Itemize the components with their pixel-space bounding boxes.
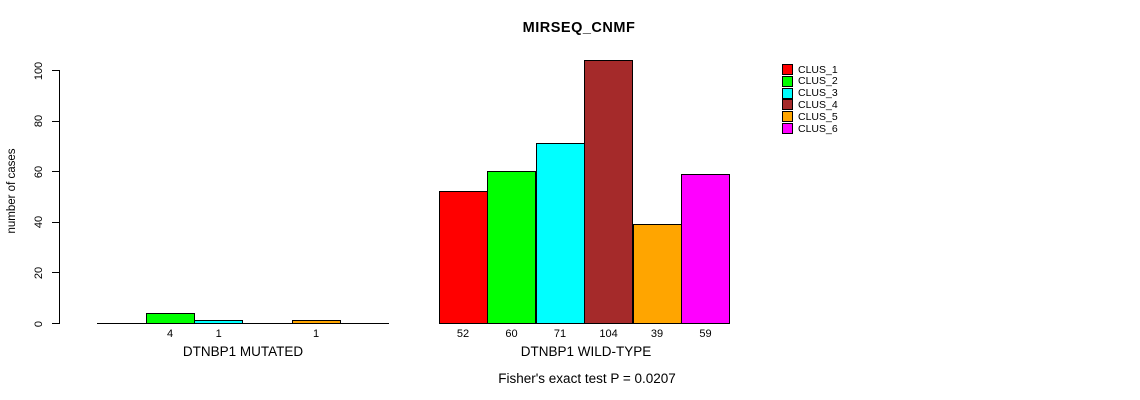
y-tick <box>52 323 59 324</box>
legend-item-label: CLUS_5 <box>798 110 838 123</box>
bar-value-label: 1 <box>215 328 222 340</box>
chart-title: MIRSEQ_CNMF <box>522 20 636 36</box>
bar-clus-2 <box>487 171 537 324</box>
legend-swatch-clus-1 <box>782 64 793 75</box>
legend-item: CLUS_5 <box>782 110 838 123</box>
legend-item-label: CLUS_2 <box>798 75 838 88</box>
fisher-test-subtitle: Fisher's exact test P = 0.0207 <box>498 371 676 386</box>
bar-value-label: 59 <box>699 328 712 340</box>
y-tick <box>52 272 59 274</box>
bar-clus-5 <box>291 320 341 324</box>
legend-swatch-clus-2 <box>782 75 793 87</box>
bar-clus-4 <box>584 59 634 324</box>
legend-item-label: CLUS_3 <box>798 87 838 100</box>
legend-item: CLUS_4 <box>782 98 838 111</box>
bar-clus-3 <box>535 143 585 324</box>
bar-clus-3 <box>194 320 244 324</box>
bar-value-label: 1 <box>312 328 320 340</box>
y-tick <box>52 120 59 122</box>
y-axis-line <box>59 70 60 324</box>
legend-item-label: CLUS_6 <box>798 122 838 135</box>
x-group-label-mutated: DTNBP1 MUTATED <box>182 344 304 359</box>
bar-value-label: 104 <box>599 328 618 340</box>
y-tick-label: 40 <box>33 216 45 229</box>
y-tick-label: 80 <box>33 114 45 128</box>
y-tick <box>52 171 59 173</box>
legend-swatch-clus-6 <box>782 123 793 134</box>
bar-value-label: 60 <box>505 328 518 340</box>
legend-swatch-clus-5 <box>782 111 793 123</box>
legend-item: CLUS_2 <box>782 75 838 88</box>
legend-swatch-clus-4 <box>782 99 793 111</box>
legend-item-label: CLUS_4 <box>798 98 838 111</box>
legend-item: CLUS_6 <box>782 122 838 135</box>
legend-item: CLUS_1 <box>782 63 838 76</box>
y-tick <box>52 70 59 71</box>
y-tick <box>52 221 59 223</box>
legend-item-label: CLUS_1 <box>798 63 838 76</box>
bar-value-label: 52 <box>456 328 470 340</box>
bar-value-label: 71 <box>553 328 567 340</box>
y-tick-label: 0 <box>33 320 45 327</box>
bar-value-label: 4 <box>166 328 174 340</box>
y-tick-label: 20 <box>33 266 45 280</box>
bar-clus-1 <box>438 191 488 324</box>
x-group-label-wild-type: DTNBP1 WILD-TYPE <box>520 344 652 359</box>
y-tick-label: 100 <box>33 61 45 80</box>
legend-swatch-clus-3 <box>782 87 793 99</box>
y-tick-label: 60 <box>33 165 45 178</box>
bar-clus-2 <box>145 312 195 324</box>
bar-clus-6 <box>681 173 731 324</box>
bar-clus-5 <box>632 224 682 324</box>
legend-item: CLUS_3 <box>782 87 838 100</box>
bar-value-label: 39 <box>650 328 664 340</box>
